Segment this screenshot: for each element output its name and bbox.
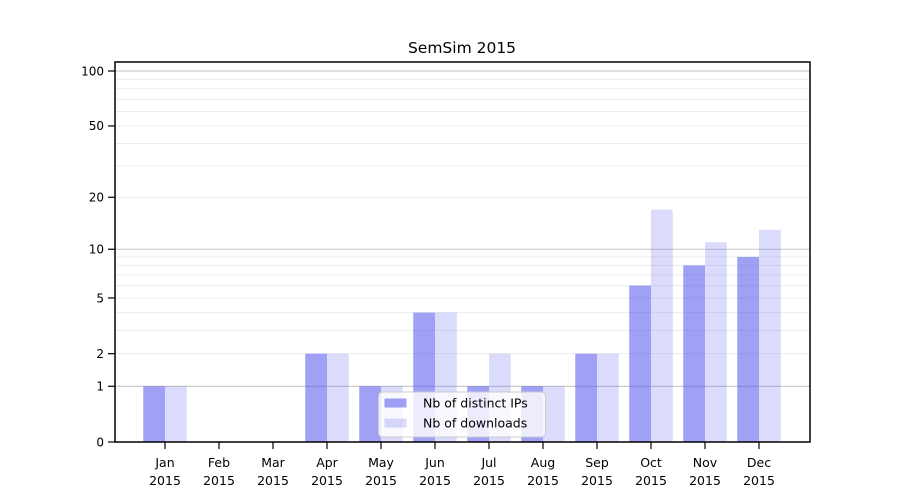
bar-nb-of-distinct-ips-dec — [737, 256, 759, 442]
bar-nb-of-downloads-nov — [705, 242, 727, 442]
y-tick-label-2: 2 — [96, 347, 104, 361]
bar-nb-of-distinct-ips-oct — [629, 285, 651, 442]
y-tick-label-0: 0 — [96, 435, 104, 449]
x-tick-label-month-apr: Apr — [316, 455, 338, 470]
x-tick-label-year-dec: 2015 — [743, 473, 775, 488]
y-tick-label-20: 20 — [89, 191, 104, 205]
x-tick-label-month-feb: Feb — [208, 455, 230, 470]
legend-swatch-nb-of-distinct-ips — [384, 398, 407, 408]
chart-title: SemSim 2015 — [408, 39, 516, 57]
bar-nb-of-downloads-apr — [327, 353, 349, 442]
x-tick-label-year-feb: 2015 — [203, 473, 235, 488]
bar-nb-of-distinct-ips-sep — [575, 353, 597, 442]
x-tick-label-month-oct: Oct — [640, 455, 662, 470]
x-tick-label-year-may: 2015 — [365, 473, 397, 488]
x-tick-label-year-jul: 2015 — [473, 473, 505, 488]
legend-frame — [378, 391, 546, 438]
y-tick-label-1: 1 — [96, 380, 104, 394]
x-tick-label-year-apr: 2015 — [311, 473, 343, 488]
x-tick-label-year-aug: 2015 — [527, 473, 559, 488]
y-tick-label-50: 50 — [89, 119, 104, 133]
legend-swatch-nb-of-downloads — [384, 418, 407, 428]
plot-frame — [114, 61, 811, 443]
x-tick-label-month-jul: Jul — [480, 455, 496, 470]
legend-label-nb-of-downloads: Nb of downloads — [423, 416, 527, 431]
bar-nb-of-distinct-ips-may — [359, 386, 381, 442]
bar-nb-of-distinct-ips-nov — [683, 265, 705, 442]
x-tick-label-month-may: May — [368, 455, 394, 470]
bar-nb-of-downloads-dec — [759, 229, 781, 442]
x-tick-label-year-nov: 2015 — [689, 473, 721, 488]
gridlines-layer — [115, 70, 810, 387]
bar-nb-of-distinct-ips-jan — [143, 386, 165, 442]
x-tick-label-year-oct: 2015 — [635, 473, 667, 488]
bars-layer — [143, 209, 781, 442]
y-tick-label-10: 10 — [89, 243, 104, 257]
x-tick-label-year-mar: 2015 — [257, 473, 289, 488]
x-tick-label-month-sep: Sep — [585, 455, 609, 470]
x-tick-label-year-sep: 2015 — [581, 473, 613, 488]
legend-label-nb-of-distinct-ips: Nb of distinct IPs — [423, 396, 528, 411]
x-tick-label-month-jan: Jan — [154, 455, 174, 470]
bar-nb-of-distinct-ips-apr — [305, 353, 327, 442]
x-tick-label-month-dec: Dec — [747, 455, 771, 470]
x-tick-label-month-mar: Mar — [261, 455, 285, 470]
x-tick-label-year-jan: 2015 — [149, 473, 181, 488]
x-tick-label-year-jun: 2015 — [419, 473, 451, 488]
x-tick-label-month-jun: Jun — [424, 455, 445, 470]
y-tick-label-100: 100 — [81, 64, 104, 78]
x-tick-label-month-nov: Nov — [693, 455, 718, 470]
bar-nb-of-downloads-oct — [651, 209, 673, 442]
bar-nb-of-downloads-jan — [165, 386, 187, 442]
bar-nb-of-downloads-sep — [597, 353, 619, 442]
axes-layer: 0 1 2 5 10 20 50 100 Jan 2015 Feb 2015 Mar 2015 Apr 201… — [81, 61, 811, 488]
x-tick-label-month-aug: Aug — [531, 455, 555, 470]
bar-nb-of-downloads-aug — [543, 386, 565, 442]
y-tick-label-5: 5 — [96, 291, 104, 305]
legend: Nb of distinct IPs Nb of downloads — [378, 391, 546, 438]
